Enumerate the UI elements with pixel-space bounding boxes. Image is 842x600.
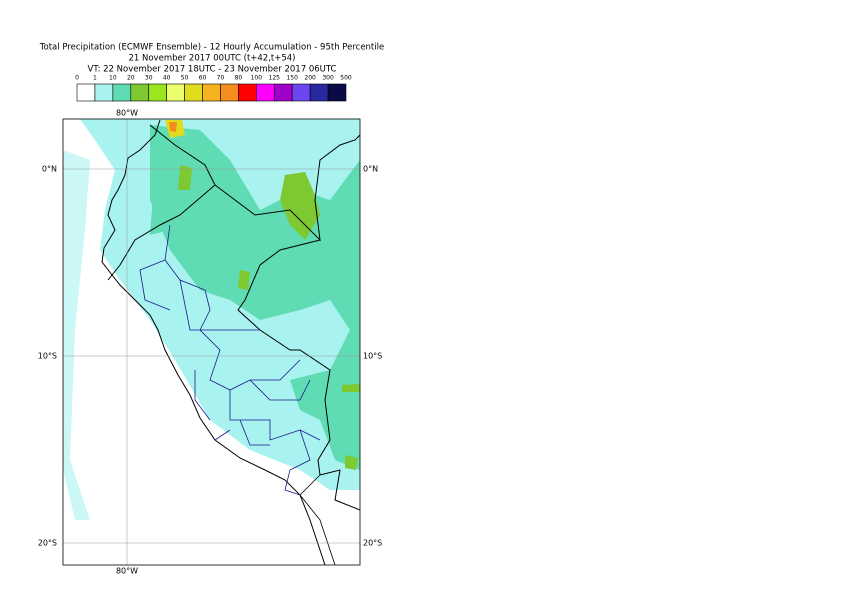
legend-label: 40 — [163, 75, 171, 82]
legend-swatch — [94, 83, 114, 102]
legend-label: 70 — [217, 75, 225, 82]
legend-label: 20 — [127, 75, 135, 82]
title-line: Total Precipitation (ECMWF Ensemble) - 1… — [39, 43, 384, 53]
legend-swatch — [291, 83, 311, 102]
legend-swatch — [256, 83, 275, 102]
title-line: 21 November 2017 00UTC (t+42,t+54) — [128, 54, 295, 64]
legend-swatch — [148, 83, 167, 102]
legend-swatch — [220, 83, 239, 102]
lat-label: 10°S — [363, 352, 382, 361]
legend-label: 60 — [199, 75, 207, 82]
legend-swatch — [130, 83, 150, 102]
legend-swatch — [273, 83, 293, 102]
legend-swatch — [309, 83, 329, 102]
lat-label: 20°S — [38, 539, 57, 548]
map-frame — [62, 118, 361, 566]
legend-label: 500 — [340, 75, 352, 82]
legend-label: 200 — [304, 75, 316, 82]
legend-label: 1 — [93, 75, 97, 82]
legend-swatch — [238, 83, 257, 102]
legend-label: 10 — [109, 75, 117, 82]
legend-swatch — [202, 83, 221, 102]
legend-swatch — [76, 83, 96, 102]
map-area — [63, 119, 360, 565]
legend-label: 150 — [286, 75, 298, 82]
legend-label: 80 — [235, 75, 243, 82]
legend-label: 125 — [269, 75, 281, 82]
legend-label: 0 — [75, 75, 79, 82]
legend-swatch — [112, 83, 132, 102]
lat-label: 0°N — [363, 165, 378, 174]
legend-label: 30 — [145, 75, 153, 82]
legend-label: 100 — [251, 75, 263, 82]
legend-swatch — [184, 83, 203, 102]
title-line: VT: 22 November 2017 18UTC - 23 November… — [88, 65, 337, 75]
legend-swatch — [327, 83, 347, 102]
lat-label: 0°N — [42, 165, 57, 174]
lat-label: 20°S — [363, 539, 382, 548]
lat-label: 10°S — [38, 352, 57, 361]
legend-swatch — [166, 83, 185, 102]
lon-label: 80°W — [116, 567, 138, 576]
legend-label: 50 — [181, 75, 189, 82]
legend-label: 300 — [322, 75, 334, 82]
lon-label: 80°W — [116, 109, 138, 118]
